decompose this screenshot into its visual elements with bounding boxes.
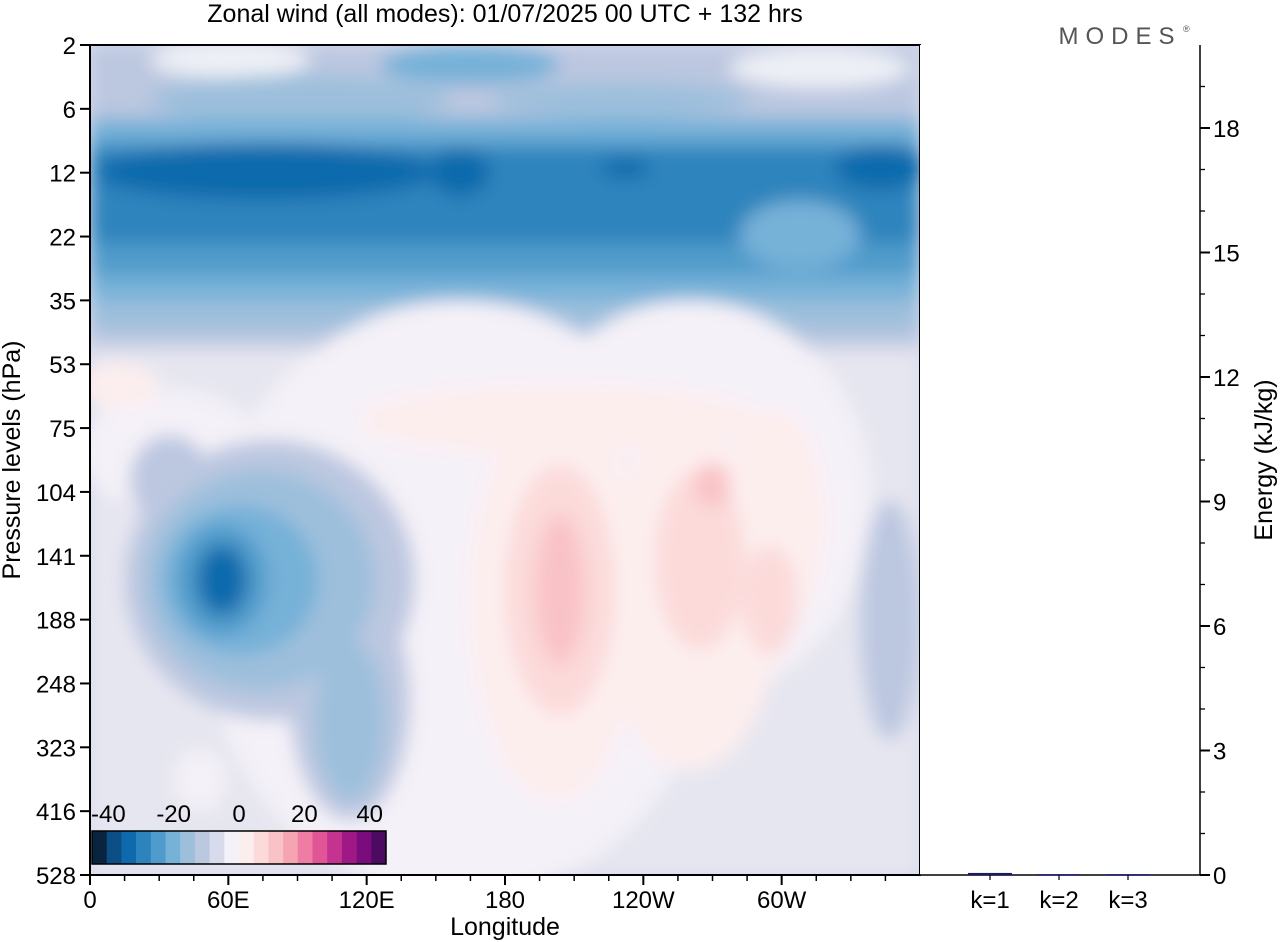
colorbar-swatch — [268, 831, 284, 864]
energy-category-label: k=2 — [1039, 887, 1078, 914]
colorbar-swatch — [297, 831, 313, 864]
colorbar-swatch — [253, 831, 269, 864]
chart-title: Zonal wind (all modes): 01/07/2025 00 UT… — [207, 0, 802, 28]
y-axis-label: Pressure levels (hPa) — [0, 341, 26, 580]
y-tick-label: 22 — [49, 225, 76, 252]
energy-tick-label: 3 — [1213, 739, 1226, 766]
energy-tick-label: 18 — [1213, 116, 1240, 143]
energy-axis-label: Energy (kJ/kg) — [1250, 379, 1278, 540]
colorbar-tick-label: 40 — [356, 801, 383, 828]
y-tick-label: 75 — [49, 416, 76, 443]
colorbar-swatch — [209, 831, 225, 864]
colorbar-swatch — [283, 831, 299, 864]
colorbar-swatch — [136, 831, 152, 864]
colorbar-swatch — [371, 831, 387, 864]
x-tick-label: 60W — [757, 887, 807, 914]
y-tick-label: 188 — [36, 608, 76, 635]
colorbar-swatch — [356, 831, 372, 864]
energy-panel-background — [920, 45, 1200, 875]
colorbar-swatch — [165, 831, 181, 864]
energy-tick-label: 15 — [1213, 241, 1240, 268]
colorbar-swatch — [327, 831, 343, 864]
y-tick-label: 6 — [63, 97, 76, 124]
x-tick-label: 120W — [612, 887, 675, 914]
y-tick-label: 323 — [36, 735, 76, 762]
energy-tick-label: 0 — [1213, 863, 1226, 890]
x-tick-label: 180 — [485, 887, 525, 914]
colorbar-tick-label: 0 — [232, 801, 245, 828]
colorbar-swatch — [106, 831, 122, 864]
energy-category-label: k=1 — [970, 887, 1009, 914]
energy-tick-label: 12 — [1213, 365, 1240, 392]
x-axis-label: Longitude — [450, 913, 560, 941]
energy-category-label: k=3 — [1108, 887, 1147, 914]
energy-tick-label: 9 — [1213, 490, 1226, 517]
y-tick-label: 416 — [36, 799, 76, 826]
energy-bar — [1106, 874, 1150, 876]
colorbar-swatch — [194, 831, 210, 864]
y-tick-label: 104 — [36, 480, 76, 507]
copyright-mark: ® — [1183, 24, 1190, 34]
colorbar-frame — [91, 830, 387, 865]
colorbar-swatch — [121, 831, 137, 864]
y-tick-label: 141 — [36, 544, 76, 571]
colorbar-swatch — [92, 831, 107, 864]
energy-bar — [968, 872, 1012, 875]
energy-tick-label: 6 — [1213, 614, 1226, 641]
y-tick-label: 528 — [36, 863, 76, 890]
y-tick-label: 53 — [49, 352, 76, 379]
colorbar-tick-label: -20 — [156, 801, 191, 828]
x-tick-label: 60E — [207, 887, 250, 914]
x-axis-ticks: 0 60E 120E 180 120W 60W — [83, 875, 887, 914]
colorbar-swatch — [180, 831, 196, 864]
y-tick-label: 12 — [49, 161, 76, 188]
field-shading — [90, 45, 920, 875]
colorbar-swatch — [150, 831, 166, 864]
y-tick-label: 35 — [49, 288, 76, 315]
energy-bar-chart: 0 3 6 9 12 15 18 k=1 k=2 k=3 — [968, 85, 1240, 914]
colorbar-swatch — [239, 831, 254, 864]
y-tick-label: 248 — [36, 671, 76, 698]
x-tick-label: 120E — [339, 887, 395, 914]
colorbar: -40 -20 0 20 40 — [91, 801, 387, 865]
colorbar-swatch — [224, 831, 240, 864]
energy-bar — [1037, 874, 1081, 876]
colorbar-tick-label: -40 — [91, 801, 126, 828]
colorbar-tick-label: 20 — [291, 801, 318, 828]
zonal-wind-field — [90, 45, 920, 875]
colorbar-swatch — [341, 831, 357, 864]
colorbar-swatch — [312, 831, 328, 864]
y-axis-ticks: 2 6 12 22 35 53 75 104 141 188 248 323 416 528 — [36, 33, 90, 890]
y-tick-label: 2 — [63, 33, 76, 60]
x-tick-label: 0 — [83, 887, 96, 914]
